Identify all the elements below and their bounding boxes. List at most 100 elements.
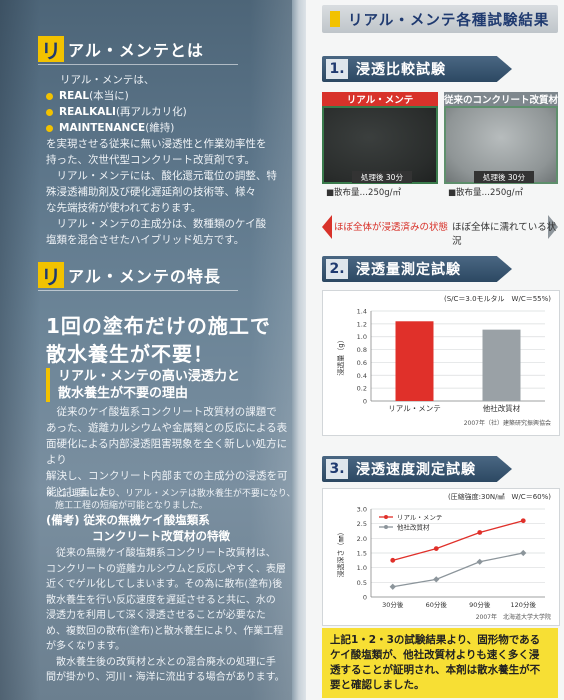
series-line [392, 552, 524, 588]
test2-tab: 2. 浸透量測定試験 [322, 256, 512, 282]
ri-badge: リ [38, 36, 64, 63]
bullet-dot-icon [46, 92, 53, 100]
y-tick-label: 0.4 [357, 372, 367, 380]
y-axis-label: 浸透深さ（㎜） [336, 529, 345, 578]
test-title: 浸透量測定試験 [356, 262, 461, 278]
legend-label: リアル・メンテ [397, 514, 442, 522]
data-point [477, 530, 483, 535]
conclusion-box: 上記1・2・3の試験結果より、固形物である ケイ酸塩類が、他社改質材よりも速く多… [322, 628, 558, 698]
arrow-right-icon [548, 215, 558, 239]
line-chart: (圧縮強度:30N/㎟ W/C＝60%) 0 0.5 1.0 1.5 2.0 2.5 3.0 浸… [336, 492, 551, 621]
title-accent [330, 11, 340, 27]
data-point [476, 558, 483, 565]
paragraph-line: 塩類を混合させたハイブリッド処方です。 [46, 234, 245, 246]
test1-tag-right: 処理後 30分 [474, 171, 534, 183]
test1-label-right: 従来のコンクリート改質材 [444, 92, 558, 106]
paragraph-line: な先端技術が使われております。 [46, 202, 202, 214]
section-heading-about: リ アル・メンテとは [38, 36, 204, 63]
bar [395, 321, 434, 401]
y-axis-label: 浸透量（g） [336, 336, 345, 375]
test1-tag-left: 処理後 30分 [352, 171, 412, 183]
y-tick-label: 1.4 [357, 308, 367, 316]
about-text: リアル・メンテは、 REAL (本当に) REALKALI (再アルカリ化) MAI… [46, 72, 296, 248]
page-fold [292, 0, 306, 700]
paragraph-line: リアル・メンテには、酸化還元電位の調整、特 [46, 170, 277, 182]
y-tick-label: 1.0 [357, 564, 367, 572]
y-tick-label: 0.6 [357, 359, 367, 367]
legend-marker [384, 515, 388, 519]
results-title: リアル・メンテ各種試験結果 [348, 12, 550, 29]
note-text: 従来の無機ケイ酸塩類系コンクリート改質材は、 コンクリートの遊離カルシウムと反応… [46, 548, 286, 683]
bullet-dot-icon [46, 108, 53, 116]
test1-amount-left: ■散布量…250g/㎡ [326, 188, 402, 198]
test-title: 浸透比較試験 [356, 62, 446, 78]
divider [38, 64, 238, 65]
bar-chart: (S/C＝3.0モルタル W/C＝55%) 0 0.2 0.4 0.6 0.8 1.0 1.2… [336, 294, 551, 427]
test-number: 1. [326, 59, 348, 79]
y-tick-label: 2.5 [357, 520, 367, 528]
y-tick-label: 0 [363, 398, 367, 406]
y-tick-label: 0.2 [357, 385, 367, 393]
chart-source: 2007年 北海道大学大学院 [476, 613, 551, 621]
test2-chart-box: (S/C＝3.0モルタル W/C＝55%) 0 0.2 0.4 0.6 0.8 1.0 1.2… [322, 290, 560, 436]
chart-condition: (圧縮強度:30N/㎟ W/C＝60%) [448, 492, 551, 501]
test3-tab: 3. 浸透速度測定試験 [322, 456, 512, 482]
test-title: 浸透速度測定試験 [356, 462, 476, 478]
paragraph-line: リアル・メンテの主成分は、数種類のケイ酸 [46, 218, 267, 230]
data-point [520, 518, 526, 524]
x-tick-label: 30分後 [382, 600, 404, 609]
note-heading: (備考) 従来の無機ケイ酸塩類系 コンクリート改質材の特徴 [46, 513, 230, 543]
y-tick-label: 2.0 [357, 535, 367, 543]
x-category-label: 他社改質材 [483, 403, 521, 413]
data-point [433, 546, 439, 551]
reason-text: 従来のケイ酸塩系コンクリート改質材の課題で あった、遊離カルシウムや金属類との反… [46, 406, 288, 498]
section-heading-features: リ アル・メンテの特長 [38, 262, 221, 289]
y-tick-label: 1.2 [357, 320, 367, 328]
left-panel: リ アル・メンテとは リアル・メンテは、 REAL (本当に) REALKALI(… [0, 0, 300, 700]
x-category-label: リアル・メンテ [388, 404, 440, 413]
bullet-item: REALKALI (再アルカリ化) [46, 104, 296, 120]
bullet-item: REAL (本当に) [46, 88, 296, 104]
y-tick-label: 0 [363, 594, 367, 602]
test3-chart-box: (圧縮強度:30N/㎟ W/C＝60%) 0 0.5 1.0 1.5 2.0 2.5 3.0 浸… [322, 488, 560, 626]
arrow-left-icon [322, 215, 332, 239]
feature-headline: 1回の塗布だけの施工で 散水養生が不要！ [46, 314, 271, 366]
section-title: アル・メンテとは [68, 41, 204, 60]
legend-label: 他社改質材 [397, 523, 430, 532]
divider [38, 290, 238, 291]
paragraph-line: 殊浸透補助剤及び硬化遅延剤の技術等、様々 [46, 186, 256, 198]
test1-result-left: ほぼ全体が浸透済みの状態 [334, 222, 449, 233]
section-title: アル・メンテの特長 [68, 267, 221, 286]
x-tick-label: 120分後 [511, 600, 537, 609]
data-point [389, 583, 396, 590]
y-tick-label: 0.8 [357, 346, 367, 354]
chart-condition: (S/C＝3.0モルタル W/C＝55%) [444, 294, 551, 303]
reason-heading: リアル・メンテの高い浸透力と 散水養生が不要の理由 [46, 368, 240, 402]
y-tick-label: 3.0 [357, 506, 367, 514]
test1-result-right: ほぼ全体に濡れている状況 [452, 222, 557, 247]
test1-label-left: リアル・メンテ [322, 92, 438, 106]
paragraph-line: を実現させる従来に無い浸透性と作業効率性を [46, 138, 267, 150]
bullet-item: MAINTENANCE (維持) [46, 120, 296, 136]
y-tick-label: 0.5 [357, 579, 367, 587]
bar [482, 329, 521, 401]
legend-marker [384, 525, 388, 529]
y-tick-label: 1.5 [357, 550, 367, 558]
data-point [433, 576, 440, 583]
data-point [390, 557, 396, 563]
series-line [392, 520, 524, 561]
ri-badge: リ [38, 262, 64, 289]
test1-tab: 1. 浸透比較試験 [322, 56, 512, 82]
footnote: ※上記理由により、リアル・メンテは散水養生が不要になり、 施工工程の短縮が可能と… [46, 489, 296, 511]
results-title-bar: リアル・メンテ各種試験結果 [322, 5, 558, 33]
x-tick-label: 60分後 [426, 600, 448, 609]
x-tick-label: 90分後 [469, 600, 491, 609]
intro-line: リアル・メンテは、 [60, 74, 155, 86]
bullet-dot-icon [46, 124, 53, 132]
test-number: 2. [326, 259, 348, 279]
test-number: 3. [326, 459, 348, 479]
chart-source: 2007年（社）建築研究振興協会 [464, 419, 551, 427]
test1-amount-right: ■散布量…250g/㎡ [448, 188, 524, 198]
data-point [520, 549, 527, 557]
